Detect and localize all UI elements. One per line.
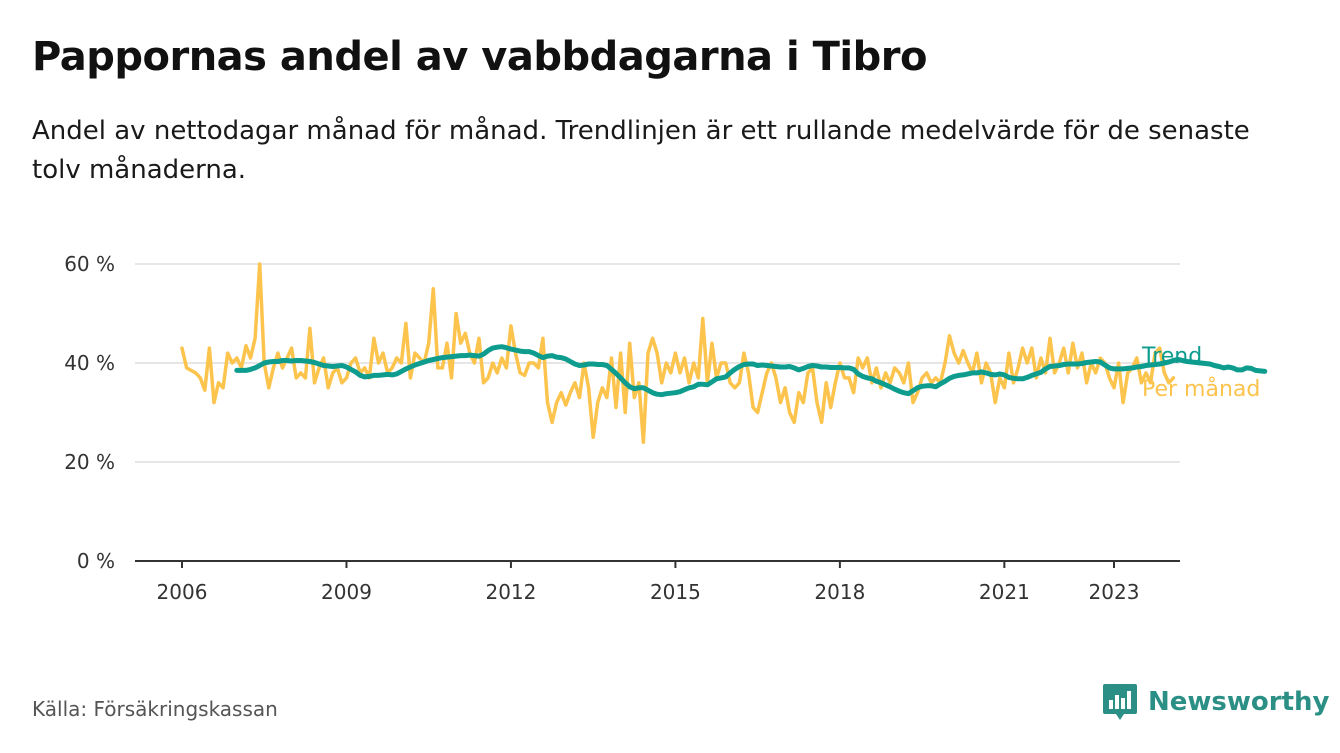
x-tick-label: 2015 [650, 580, 701, 604]
trend-series-label: Trend [1141, 344, 1202, 369]
y-axis-tick-labels: 0 % 20 % 40 % 60 % [64, 252, 115, 573]
y-tick-label: 0 % [77, 549, 115, 573]
x-axis-ticks: 2006 2009 2012 2015 2018 2021 2023 [157, 561, 1140, 604]
trend-series-line [234, 344, 1268, 398]
monthly-series-line [180, 262, 1176, 444]
y-tick-label: 20 % [64, 450, 115, 474]
source-note: Källa: Försäkringskassan [32, 697, 278, 721]
x-tick-label: 2021 [979, 580, 1030, 604]
x-tick-label: 2006 [157, 580, 208, 604]
monthly-series-label: Per månad [1142, 376, 1260, 402]
chart-title: Pappornas andel av vabbdagarna i Tibro [32, 34, 927, 80]
y-tick-label: 60 % [64, 252, 115, 276]
series-lines [180, 262, 1268, 444]
newsworthy-logo: Newsworthy [1102, 680, 1329, 724]
series-labels: Per månad Trend [1141, 344, 1260, 402]
x-tick-label: 2023 [1089, 580, 1140, 604]
x-tick-label: 2018 [814, 580, 865, 604]
x-tick-label: 2009 [321, 580, 372, 604]
newsworthy-logo-icon [1103, 684, 1137, 720]
x-tick-label: 2012 [485, 580, 536, 604]
brand-name: Newsworthy [1148, 687, 1330, 717]
y-tick-label: 40 % [64, 351, 115, 375]
chart-subtitle: Andel av nettodagar månad för månad. Tre… [32, 116, 1250, 185]
